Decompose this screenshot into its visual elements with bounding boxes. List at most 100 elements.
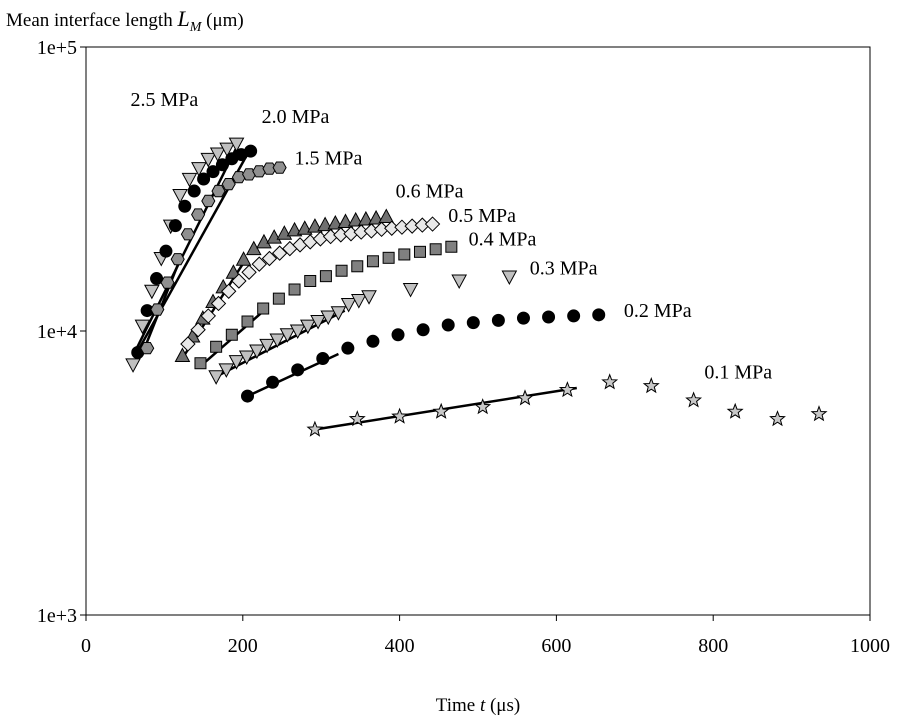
data-point-1-5-mpa [272, 161, 287, 174]
data-point-0-4-mpa [335, 264, 348, 277]
data-point-0-4-mpa [210, 340, 223, 353]
data-point-2-5-mpa [209, 147, 226, 163]
data-point-0-2-mpa [441, 318, 455, 332]
x-tick-label: 400 [385, 635, 415, 657]
y-axis-title: Mean interface length LM (μm) [6, 6, 244, 35]
fit-line-0-3-mpa [218, 309, 346, 377]
data-point-0-2-mpa [366, 334, 380, 348]
data-point-2-5-mpa [191, 162, 207, 177]
data-point-0-5-mpa [200, 308, 217, 324]
data-point-2-0-mpa [244, 144, 258, 158]
data-point-0-2-mpa [516, 311, 530, 325]
data-point-0-3-mpa [361, 290, 377, 305]
data-point-0-1-mpa [306, 420, 324, 437]
y-axis-title-var: L [176, 6, 189, 31]
series-0-5-mpa [180, 216, 441, 352]
data-point-2-5-mpa [134, 319, 151, 335]
series-label-0-3-mpa: 0.3 MPa [530, 258, 598, 280]
data-point-0-6-mpa [337, 213, 354, 228]
data-point-1-5-mpa [211, 184, 226, 198]
data-point-0-6-mpa [378, 208, 395, 224]
data-point-0-6-mpa [174, 347, 191, 362]
series-label-0-1-mpa: 0.1 MPa [704, 362, 772, 384]
data-point-0-6-mpa [368, 209, 384, 225]
x-tick-label: 800 [698, 635, 728, 657]
data-point-0-3-mpa [340, 297, 357, 313]
data-point-0-2-mpa [567, 309, 581, 323]
data-point-0-4-mpa [413, 245, 426, 258]
x-axis-title: Time t (μs) [436, 695, 520, 716]
x-axis-title-var: t [480, 695, 486, 716]
data-point-0-3-mpa [310, 315, 326, 330]
data-point-1-5-mpa [170, 253, 185, 266]
data-point-2-5-mpa [144, 284, 160, 300]
data-point-0-4-mpa [366, 255, 379, 268]
data-point-0-3-mpa [238, 350, 255, 366]
data-point-2-0-mpa [150, 272, 164, 286]
data-point-0-1-mpa [391, 407, 409, 424]
data-point-0-4-mpa [288, 283, 301, 296]
data-point-0-5-mpa [220, 283, 237, 299]
series-2-0-mpa [131, 144, 258, 360]
data-point-0-6-mpa [307, 218, 323, 233]
x-tick-label: 0 [81, 635, 91, 657]
data-point-0-6-mpa [286, 221, 303, 237]
data-point-2-5-mpa [181, 172, 198, 188]
series-label-1-5-mpa: 1.5 MPa [295, 148, 363, 170]
data-point-0-2-mpa [416, 323, 430, 337]
data-point-1-5-mpa [160, 276, 175, 289]
data-point-0-1-mpa [642, 377, 660, 394]
data-point-0-6-mpa [327, 214, 344, 230]
data-point-0-3-mpa [300, 319, 316, 335]
data-point-0-4-mpa [429, 243, 442, 256]
data-point-2-5-mpa [125, 358, 141, 373]
data-point-2-0-mpa [215, 158, 229, 172]
x-axis-title-unit: (μs) [485, 695, 520, 716]
data-point-2-0-mpa [178, 199, 192, 213]
data-point-2-0-mpa [159, 244, 173, 258]
data-point-0-4-mpa [272, 292, 285, 305]
data-point-2-0-mpa [206, 165, 220, 179]
data-point-0-3-mpa [289, 324, 306, 340]
data-point-1-5-mpa [191, 208, 206, 221]
series-0-1-mpa [306, 373, 828, 437]
fit-line-2-5-mpa [133, 142, 240, 354]
data-point-0-4-mpa [257, 302, 270, 315]
data-point-0-2-mpa [266, 375, 280, 389]
series-1-5-mpa [140, 161, 287, 355]
x-tick-label: 200 [228, 635, 258, 657]
data-point-0-5-mpa [210, 295, 227, 312]
data-point-0-4-mpa [398, 248, 411, 261]
data-point-0-4-mpa [225, 328, 238, 341]
data-point-2-0-mpa [197, 172, 211, 186]
data-point-0-3-mpa [320, 310, 337, 326]
data-point-0-4-mpa [241, 315, 254, 328]
data-point-0-5-mpa [190, 322, 206, 338]
data-point-0-2-mpa [291, 363, 305, 377]
data-point-0-2-mpa [542, 310, 556, 324]
data-point-0-1-mpa [558, 381, 576, 398]
data-point-0-1-mpa [516, 389, 534, 406]
data-point-0-1-mpa [685, 391, 703, 408]
data-point-0-3-mpa [350, 294, 367, 309]
data-point-1-5-mpa [262, 162, 277, 175]
data-point-0-1-mpa [726, 402, 744, 419]
x-axis: 0 200 400 600 800 1000 [81, 615, 890, 657]
data-point-0-2-mpa [341, 341, 355, 355]
x-tick-label: 1000 [850, 635, 890, 657]
data-point-0-3-mpa [228, 355, 245, 370]
data-point-0-6-mpa [317, 216, 333, 232]
data-point-0-2-mpa [391, 328, 405, 342]
data-point-0-1-mpa [432, 402, 450, 419]
data-point-0-3-mpa [402, 282, 419, 298]
data-point-0-6-mpa [347, 211, 364, 227]
y-axis-title-sub: M [189, 20, 203, 35]
data-point-0-5-mpa [424, 216, 441, 232]
data-point-0-6-mpa [256, 233, 272, 249]
data-point-0-3-mpa [249, 344, 265, 360]
data-point-0-3-mpa [208, 370, 224, 385]
series-0-4-mpa [194, 240, 458, 370]
series-2-5-mpa [125, 137, 245, 373]
data-point-0-4-mpa [319, 270, 332, 283]
series-label-0-2-mpa: 0.2 MPa [624, 300, 692, 322]
